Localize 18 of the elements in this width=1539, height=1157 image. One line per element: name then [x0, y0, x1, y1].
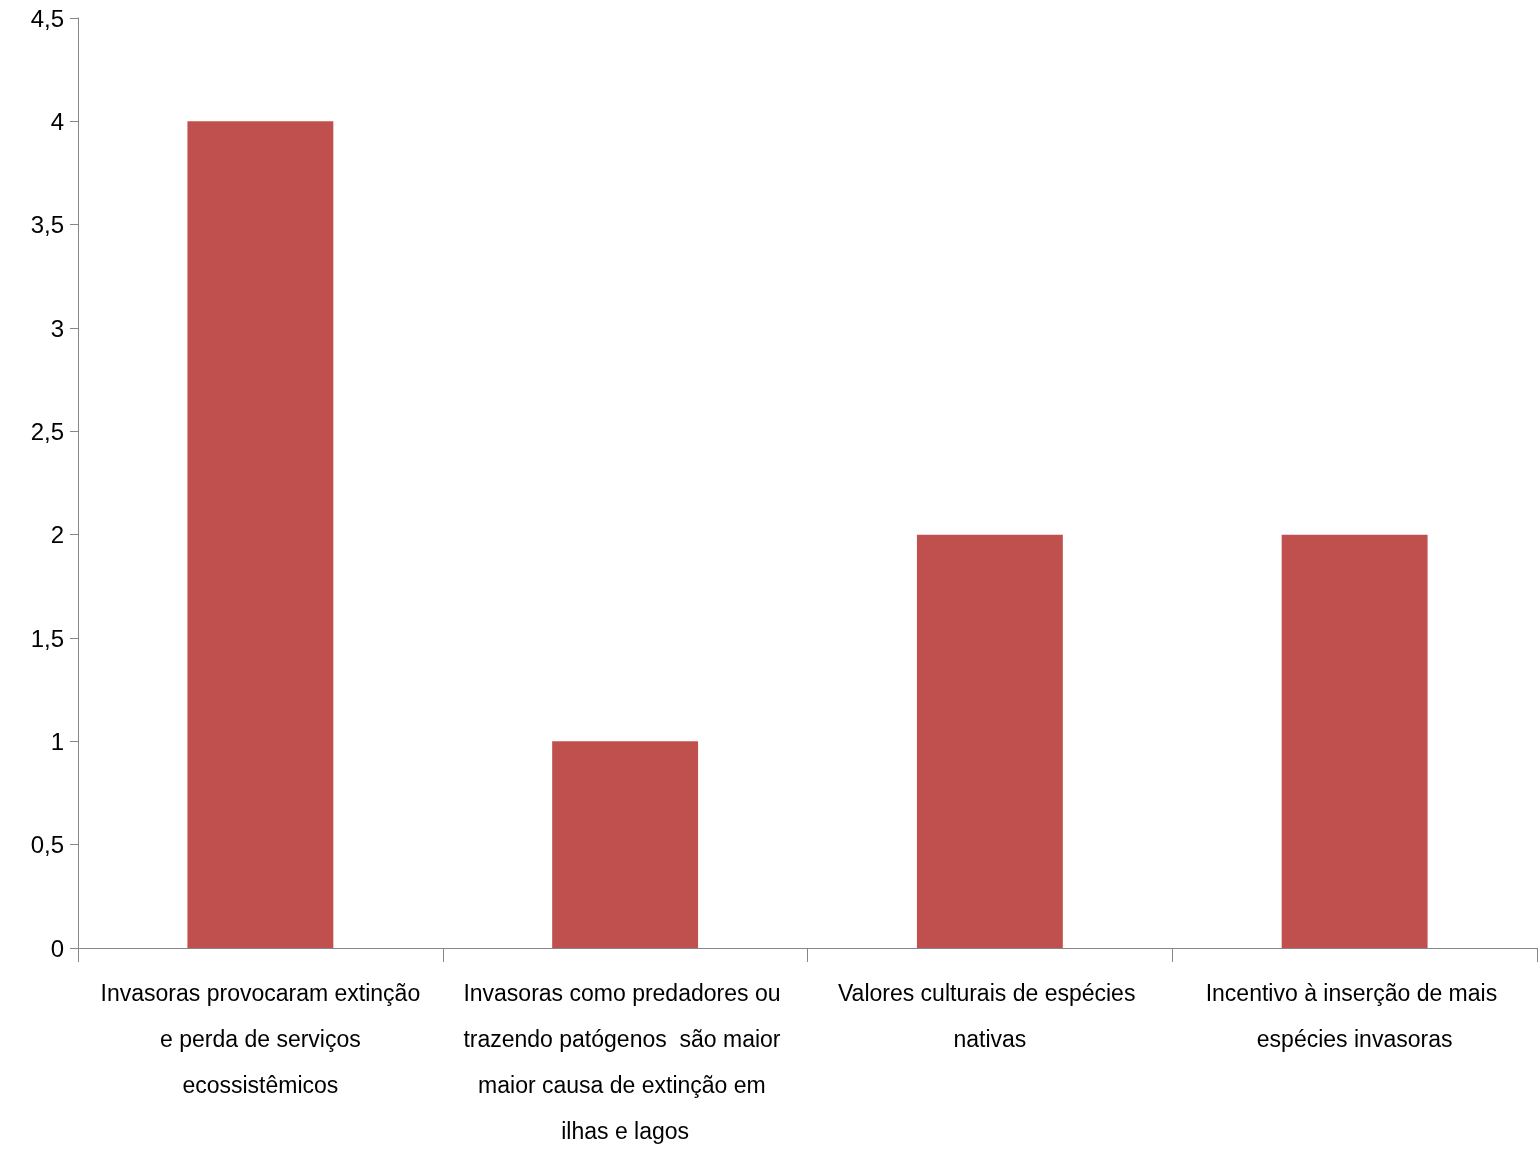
- y-tick-label: 2,5: [30, 417, 64, 445]
- y-tick-label: 4: [50, 107, 64, 135]
- y-tick-label: 2: [50, 521, 64, 549]
- y-tick-label: 3: [50, 314, 64, 342]
- y-tick-label: 0: [50, 934, 64, 962]
- y-tick-label: 1,5: [30, 624, 64, 652]
- x-tick-label: Invasoras provocaram extinção e perda de serviços ecossistêmicos: [100, 980, 421, 1098]
- x-tick-label: Invasoras como predadores ou trazendo patógenos são maior maior causa de extinção em ilhas e lagos: [463, 980, 787, 1144]
- y-tick-label: 0,5: [30, 831, 64, 859]
- bar: [1281, 534, 1428, 948]
- y-tick-label: 3,5: [30, 211, 64, 239]
- x-tick-label: Valores culturais de espécies nativas: [837, 980, 1142, 1052]
- x-tick-label: Incentivo à inserção de mais espécies invasoras: [1205, 980, 1504, 1052]
- bar: [187, 121, 334, 948]
- bar: [552, 741, 699, 948]
- bar: [916, 534, 1063, 948]
- y-tick-label: 4,5: [30, 4, 64, 32]
- y-tick-label: 1: [50, 727, 64, 755]
